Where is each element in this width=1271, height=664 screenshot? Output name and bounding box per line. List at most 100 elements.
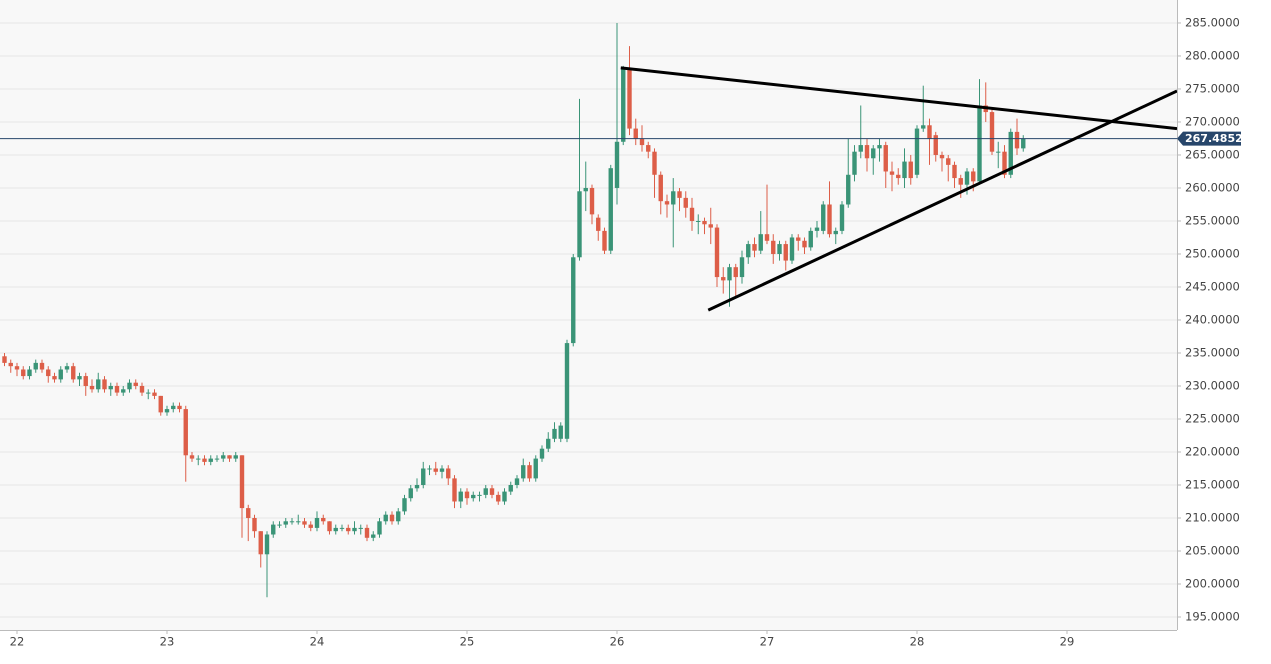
candle-body: [408, 488, 413, 499]
x-tick-label: 28: [910, 635, 925, 649]
candle-body: [421, 468, 426, 485]
candle-body: [508, 484, 513, 492]
candle-body: [971, 171, 976, 182]
candle-body: [352, 527, 357, 532]
candle-body: [152, 392, 157, 396]
candle-body: [239, 455, 245, 509]
candle-body: [608, 168, 613, 251]
candle-body: [333, 527, 338, 532]
candle-body: [196, 458, 201, 460]
candle-body: [902, 161, 907, 179]
candle-body: [189, 455, 195, 459]
candle-body: [533, 458, 538, 479]
candle-body: [564, 343, 570, 439]
candle-body: [277, 524, 282, 526]
candle-body: [577, 191, 582, 258]
candle-body: [589, 187, 595, 215]
candle-body: [871, 148, 876, 159]
candle-body: [677, 191, 682, 198]
candle-body: [246, 508, 251, 518]
candle-body: [627, 69, 632, 129]
candle-body: [633, 128, 638, 139]
candle-body: [96, 379, 101, 390]
candle-body: [339, 527, 345, 529]
candle-body: [821, 204, 826, 231]
candle-body: [396, 511, 401, 522]
candle-body: [358, 527, 363, 529]
x-tick-label: 26: [610, 635, 625, 649]
candle-body: [896, 174, 901, 179]
y-tick-label: 240.0000: [1185, 312, 1240, 326]
candle-body: [233, 455, 238, 459]
candle-body: [683, 197, 688, 208]
candle-body: [708, 224, 713, 228]
candle-body: [302, 521, 307, 525]
candle-body: [639, 138, 645, 146]
candle-body: [108, 385, 113, 390]
candle-body: [483, 488, 488, 495]
candle-body: [183, 409, 188, 456]
y-tick-label: 250.0000: [1185, 246, 1240, 260]
candle-body: [283, 521, 288, 525]
candle-body: [139, 385, 145, 393]
candle-body: [89, 385, 95, 390]
candles: [2, 22, 1026, 598]
candle-body: [502, 491, 507, 502]
candle-body: [1002, 151, 1007, 175]
candle-body: [496, 494, 501, 502]
candle-body: [752, 244, 757, 251]
y-tick-label: 235.0000: [1185, 345, 1240, 359]
candle-body: [833, 230, 838, 235]
candle-body: [8, 362, 13, 367]
candle-body: [996, 151, 1001, 153]
candle-body: [477, 494, 482, 496]
candle-body: [27, 369, 32, 377]
candle-body: [271, 524, 276, 535]
candle-body: [664, 201, 670, 205]
candle-body: [777, 244, 782, 254]
last-price-tag: [1177, 131, 1241, 146]
candle-body: [383, 514, 388, 522]
candle-body: [883, 145, 888, 172]
candle-body: [802, 240, 807, 248]
candle-body: [908, 161, 913, 179]
candle-body: [783, 244, 788, 261]
candle-body: [514, 478, 520, 485]
y-tick-label: 270.0000: [1185, 114, 1240, 128]
candle-body: [921, 125, 926, 129]
candle-body: [327, 521, 332, 532]
y-tick-label: 280.0000: [1185, 48, 1240, 62]
candle-body: [177, 405, 182, 410]
y-tick-label: 220.0000: [1185, 444, 1240, 458]
candle-body: [771, 240, 776, 254]
candle-body: [364, 527, 370, 538]
candle-body: [1021, 138, 1026, 149]
candle-body: [852, 151, 857, 175]
candle-body: [171, 405, 176, 410]
candle-body: [602, 230, 607, 251]
candle-body: [689, 207, 695, 221]
candle-body: [527, 465, 532, 479]
candle-body: [1008, 131, 1013, 175]
candle-body: [46, 369, 51, 377]
candle-body: [464, 491, 470, 499]
candle-body: [727, 267, 732, 281]
candle-body: [927, 125, 932, 139]
candle-body: [946, 158, 951, 165]
candle-body: [58, 369, 63, 380]
candle-body: [789, 237, 795, 261]
trendline: [707, 89, 1177, 312]
candle-body: [439, 468, 445, 472]
candle-body: [858, 145, 863, 152]
candle-body: [702, 220, 707, 225]
candle-body: [621, 69, 626, 142]
candle-body: [39, 362, 45, 370]
candle-body: [289, 521, 295, 523]
y-tick-label: 230.0000: [1185, 378, 1240, 392]
candle-body: [346, 527, 351, 532]
y-tick-label: 285.0000: [1185, 15, 1240, 29]
candle-body: [52, 376, 57, 380]
candle-body: [864, 145, 870, 159]
candle-body: [433, 468, 438, 472]
